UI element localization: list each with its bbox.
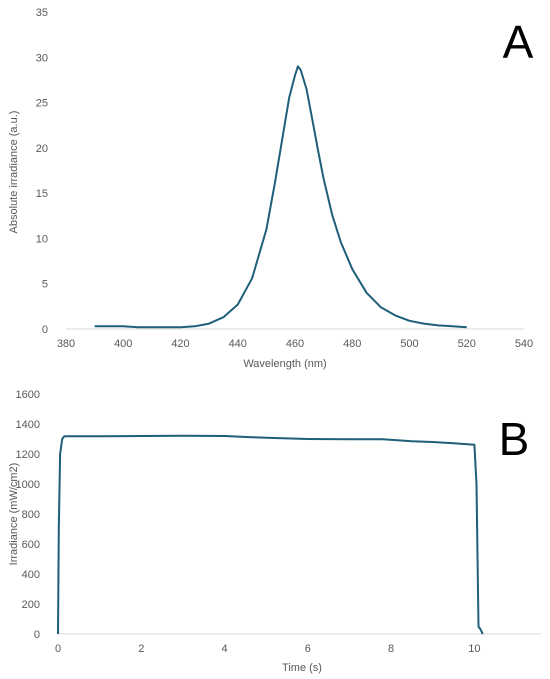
- chart-a-y-tick-label: 20: [36, 143, 48, 155]
- chart-a: 380 400 420 440 460 480 500 520 540 0 5 10 15 20 25 30…: [8, 7, 534, 370]
- chart-a-y-tick-label: 25: [36, 98, 48, 110]
- chart-a-x-tick-label: 480: [343, 338, 361, 350]
- chart-b-x-ticks: 0 2 4 6 8 10: [55, 643, 481, 655]
- chart-a-x-tick-label: 520: [458, 338, 476, 350]
- chart-b-series-line: [57, 434, 484, 635]
- chart-a-x-tick-label: 400: [114, 338, 132, 350]
- chart-a-lines: [94, 65, 467, 329]
- chart-a-x-tick-label: 420: [171, 338, 189, 350]
- chart-a-y-tick-label: 10: [36, 233, 48, 245]
- chart-b-x-tick-label: 4: [221, 643, 227, 655]
- chart-b-y-tick-label: 0: [34, 629, 40, 641]
- chart-b-y-tick-label: 1600: [16, 389, 40, 401]
- chart-a-y-tick-label: 0: [42, 324, 48, 336]
- chart-a-y-ticks: 0 5 10 15 20 25 30 35: [36, 7, 48, 336]
- chart-b-x-tick-label: 2: [138, 643, 144, 655]
- chart-b-y-tick-label: 600: [22, 539, 40, 551]
- chart-b-y-tick-label: 1400: [16, 419, 40, 431]
- chart-b-panel-label: B: [499, 413, 530, 465]
- chart-b-y-tick-label: 200: [22, 599, 40, 611]
- chart-a-y-tick-label: 35: [36, 7, 48, 19]
- chart-b-x-tick-label: 10: [468, 643, 480, 655]
- chart-b-y-tick-label: 1000: [16, 479, 40, 491]
- chart-a-x-ticks: 380 400 420 440 460 480 500 520 540: [57, 338, 533, 350]
- chart-a-series-line: [94, 65, 467, 329]
- chart-b-y-tick-label: 800: [22, 509, 40, 521]
- chart-b-x-tick-label: 0: [55, 643, 61, 655]
- chart-b-xlabel: Time (s): [282, 662, 322, 674]
- chart-a-x-tick-label: 500: [400, 338, 418, 350]
- chart-b-lines: [57, 434, 484, 635]
- chart-b-x-tick-label: 6: [305, 643, 311, 655]
- chart-b: 0 2 4 6 8 10 0 200 400 600 800 1000 1200 1400 1600 Ti…: [8, 389, 541, 674]
- chart-b-y-ticks: 0 200 400 600 800 1000 1200 1400 1600: [16, 389, 40, 641]
- chart-b-y-tick-label: 400: [22, 569, 40, 581]
- chart-a-y-tick-label: 30: [36, 52, 48, 64]
- chart-a-x-tick-label: 540: [515, 338, 533, 350]
- chart-a-panel-label: A: [503, 16, 534, 68]
- chart-b-ylabel: Irradiance (mW/cm2): [8, 463, 20, 566]
- chart-b-x-tick-label: 8: [388, 643, 394, 655]
- chart-a-xlabel: Wavelength (nm): [243, 358, 326, 370]
- chart-a-ylabel: Absolute irradiance (a.u.): [8, 111, 20, 234]
- chart-a-x-tick-label: 460: [286, 338, 304, 350]
- chart-a-y-tick-label: 15: [36, 188, 48, 200]
- chart-a-x-tick-label: 380: [57, 338, 75, 350]
- chart-a-y-tick-label: 5: [42, 279, 48, 291]
- chart-a-x-tick-label: 440: [229, 338, 247, 350]
- chart-b-y-tick-label: 1200: [16, 449, 40, 461]
